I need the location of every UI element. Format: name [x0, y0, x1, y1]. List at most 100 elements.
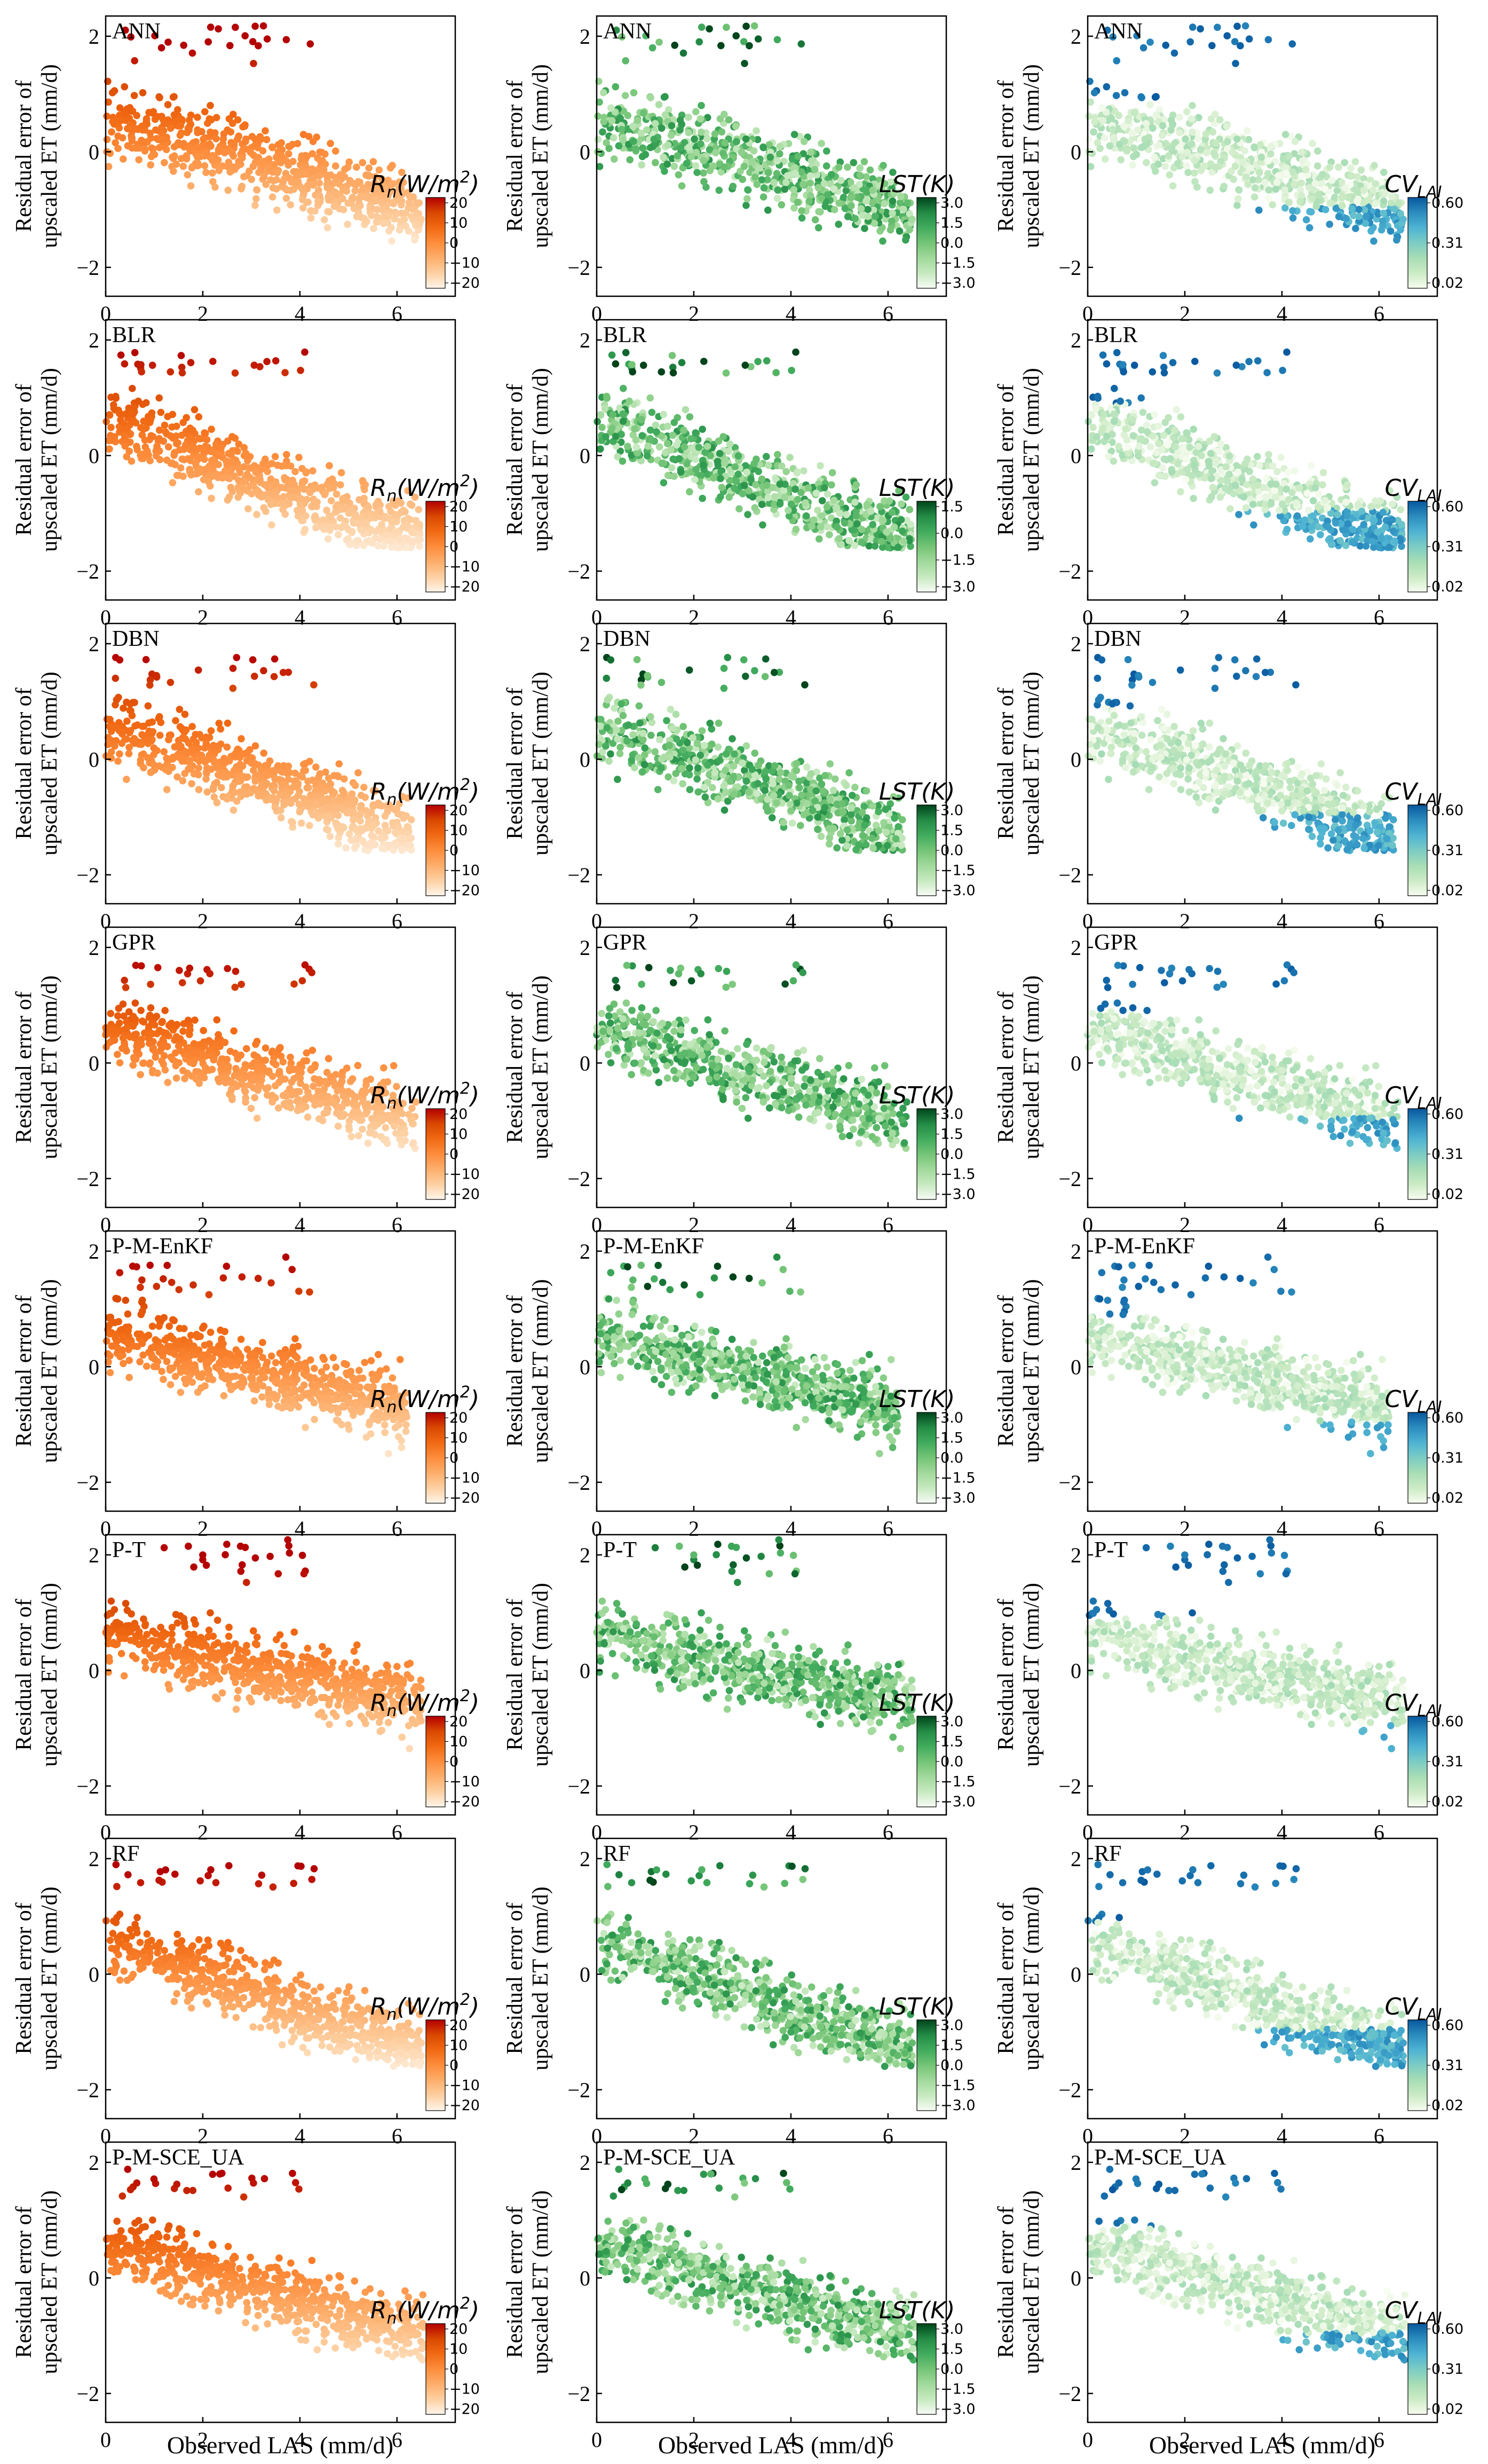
scatter-point [698, 101, 705, 109]
scatter-point [338, 786, 346, 794]
scatter-point [1159, 122, 1167, 130]
scatter-point [229, 110, 237, 118]
scatter-point [381, 212, 388, 220]
scatter-point [341, 775, 348, 783]
x-tick-label: 2 [688, 605, 699, 629]
colorbar [916, 197, 937, 289]
scatter-point [1273, 178, 1281, 186]
scatter-point [108, 89, 116, 97]
scatter-point [1387, 199, 1395, 207]
scatter-point [327, 786, 335, 794]
scatter-point [116, 104, 124, 112]
scatter-point [716, 449, 724, 457]
scatter-point [594, 112, 601, 120]
scatter-point [668, 352, 676, 359]
scatter-point [596, 445, 604, 453]
scatter-point [201, 162, 209, 170]
scatter-point [700, 461, 707, 469]
scatter-point [1357, 166, 1365, 174]
scatter-point [1162, 42, 1169, 49]
scatter-point [177, 122, 185, 130]
scatter-point [228, 433, 236, 440]
scatter-point [280, 493, 288, 501]
scatter-point [1202, 130, 1210, 138]
scatter-point [1397, 506, 1405, 514]
colorbar-tick-label: −20 [449, 882, 480, 899]
scatter-point [824, 191, 832, 199]
scatter-point [678, 182, 686, 190]
scatter-point [143, 116, 151, 124]
scatter-point [887, 226, 895, 234]
colorbar-tick-label: 0 [449, 235, 458, 251]
scatter-point [1183, 108, 1191, 116]
scatter-point [366, 205, 374, 212]
scatter-point [1281, 186, 1288, 194]
scatter-point [1299, 523, 1307, 530]
scatter-point [215, 720, 223, 727]
scatter-point [1376, 497, 1384, 505]
scatter-point [342, 504, 350, 511]
scatter-point [786, 454, 794, 461]
scatter-point [344, 535, 352, 542]
scatter-point [759, 521, 766, 529]
scatter-point [1326, 220, 1333, 228]
scatter-point [234, 116, 242, 124]
scatter-point [352, 511, 359, 518]
scatter-point [327, 140, 334, 147]
scatter-point [733, 138, 740, 146]
scatter-point [304, 777, 312, 785]
scatter-point [270, 673, 278, 681]
scatter-point [384, 827, 392, 835]
x-tick-label: 6 [392, 302, 402, 326]
scatter-point [776, 143, 783, 151]
scatter-point [1348, 205, 1356, 212]
scatter-point [1176, 144, 1184, 151]
scatter-point [820, 484, 828, 492]
scatter-point [312, 800, 320, 808]
x-tick-label: 6 [392, 909, 402, 933]
scatter-point [630, 89, 638, 97]
scatter-point [620, 384, 627, 392]
scatter-point [869, 521, 876, 528]
scatter-point [257, 158, 265, 166]
scatter-point [1222, 463, 1230, 471]
scatter-point [1176, 129, 1183, 137]
scatter-point [678, 121, 686, 128]
scatter-point [117, 117, 125, 124]
scatter-point [750, 147, 758, 155]
scatter-point [369, 158, 377, 165]
scatter-point [800, 467, 808, 475]
scatter-point [658, 368, 666, 376]
scatter-point [1194, 135, 1202, 143]
colorbar [425, 804, 446, 896]
scatter-point [677, 144, 685, 152]
scatter-point [602, 433, 610, 440]
scatter-point [189, 139, 197, 147]
scatter-point [776, 480, 784, 488]
scatter-point [1130, 109, 1138, 117]
scatter-point [643, 452, 651, 460]
y-tick-label: −2 [76, 559, 99, 583]
scatter-point [144, 754, 152, 762]
scatter-point [1178, 153, 1186, 161]
colorbar-tick-label: −20 [449, 275, 480, 291]
scatter-point [1351, 158, 1359, 165]
scatter-point [116, 750, 123, 758]
scatter-point [717, 42, 725, 50]
scatter-point [719, 149, 727, 157]
scatter-point [812, 489, 820, 497]
scatter-point [285, 150, 292, 158]
scatter-points [103, 22, 425, 245]
scatter-point [632, 145, 639, 153]
scatter-point [826, 531, 833, 539]
scatter-point [780, 487, 788, 494]
scatter-point [1395, 199, 1402, 207]
scatter-point [851, 215, 859, 223]
scatter-point [183, 152, 191, 160]
scatter-point [416, 520, 423, 528]
scatter-point [754, 35, 762, 43]
scatter-point [1321, 185, 1329, 193]
scatter-point [1103, 432, 1111, 440]
scatter-point [700, 157, 707, 164]
scatter-point [220, 769, 228, 777]
